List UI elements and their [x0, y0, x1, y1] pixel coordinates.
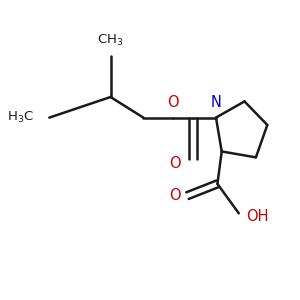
- Text: O: O: [167, 95, 179, 110]
- Text: H$_3$C: H$_3$C: [7, 110, 34, 125]
- Text: O: O: [169, 156, 180, 171]
- Text: N: N: [211, 95, 221, 110]
- Text: O: O: [169, 188, 180, 203]
- Text: CH$_3$: CH$_3$: [97, 33, 124, 48]
- Text: OH: OH: [246, 209, 268, 224]
